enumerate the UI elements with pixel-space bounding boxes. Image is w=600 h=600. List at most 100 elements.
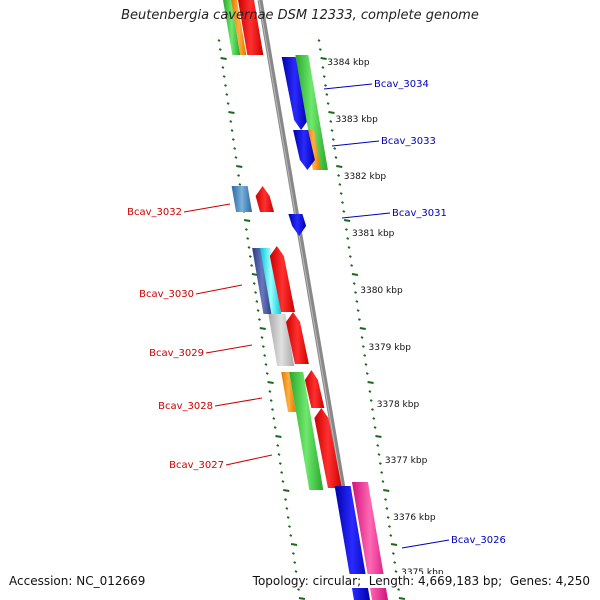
tick-right: [371, 408, 374, 411]
tick-left: [233, 147, 237, 150]
tick-right: [376, 444, 380, 447]
tick-right: [337, 174, 341, 177]
gene-label-reverse: Bcav_3028: [158, 401, 213, 412]
kbp-label: 3382 kbp: [344, 172, 387, 182]
gene-orange-3028: [281, 372, 297, 412]
tick-left: [294, 570, 298, 573]
tick-left: [217, 39, 221, 42]
tick-left: [263, 354, 267, 357]
tick-right: [333, 147, 337, 150]
tick-right: [375, 435, 382, 438]
tick-right: [318, 48, 322, 51]
tick-right: [384, 498, 388, 501]
length-value: 4,669,183 bp: [418, 574, 499, 588]
tick-right: [360, 336, 364, 339]
tick-right: [390, 543, 398, 546]
tick-left: [283, 489, 290, 492]
tick-right: [321, 66, 325, 69]
gene-bcav3032: [231, 186, 253, 212]
gene-bcav3033: [293, 130, 315, 170]
tick-left: [276, 444, 280, 447]
tick-left: [230, 129, 234, 132]
tick-right: [339, 192, 343, 195]
tick-right: [364, 363, 368, 366]
tick-left: [225, 93, 229, 96]
gene-features: [223, 0, 388, 600]
length-label: Length:: [368, 574, 415, 588]
gene-bcav3029: [268, 314, 295, 366]
tick-right: [363, 354, 367, 357]
tick-left: [254, 291, 257, 294]
kbp-label: 3383 kbp: [335, 115, 378, 125]
gene-label-reverse: Bcav_3030: [139, 289, 194, 300]
gene-red-3029: [286, 312, 309, 364]
tick-right: [331, 138, 335, 141]
tick-right: [330, 129, 334, 132]
leader-forward: [401, 539, 450, 549]
tick-left: [293, 561, 297, 564]
tick-right: [393, 561, 397, 564]
tick-left: [237, 174, 241, 177]
gene-green-3034: [295, 55, 328, 170]
kbp-label: 3378 kbp: [377, 400, 420, 410]
tick-right: [341, 201, 344, 204]
tick-left: [247, 246, 251, 249]
tick-right: [325, 93, 329, 96]
tick-left: [248, 255, 252, 258]
tick-left: [265, 372, 269, 375]
kbp-label: 3380 kbp: [360, 286, 403, 296]
tick-right: [356, 309, 360, 312]
leader-reverse: [195, 284, 243, 295]
tick-right: [347, 246, 351, 249]
tick-right: [385, 507, 389, 510]
topology-value: circular: [312, 574, 358, 588]
tick-left: [285, 507, 289, 510]
tick-left: [280, 471, 284, 474]
tick-left: [277, 453, 281, 456]
tick-right: [338, 183, 342, 186]
tick-left: [243, 219, 251, 222]
gene-label-forward: Bcav_3033: [381, 136, 436, 147]
tick-right: [361, 345, 365, 348]
tick-left: [284, 498, 288, 501]
genome-title: Beutenbergia cavernae DSM 12333, complet…: [121, 8, 479, 23]
tick-right: [367, 381, 374, 384]
tick-right: [351, 273, 359, 276]
tick-left: [289, 534, 293, 537]
tick-left: [261, 345, 265, 348]
tick-left: [250, 264, 254, 267]
genes-value: 4,250: [555, 574, 590, 588]
tick-left: [236, 165, 243, 168]
tick-left: [286, 516, 290, 519]
topology-label: Topology:: [252, 574, 309, 588]
tick-right: [388, 525, 391, 528]
gene-bcav3030: [269, 246, 296, 312]
tick-right: [380, 471, 384, 474]
tick-right: [336, 165, 343, 168]
accession-info: Accession: NC_012669: [9, 574, 146, 588]
kbp-label: 3375 kbp: [401, 568, 444, 578]
gene-pink-3026: [351, 482, 388, 600]
tick-right: [350, 264, 354, 267]
gene-label-forward: Bcav_3034: [374, 79, 429, 90]
tick-right: [365, 372, 369, 375]
tick-left: [273, 426, 277, 429]
accession-value: NC_012669: [76, 574, 146, 588]
tick-left: [267, 381, 274, 384]
tick-left: [297, 588, 301, 591]
tick-left: [244, 228, 248, 231]
tick-right: [348, 255, 352, 258]
leader-reverse: [183, 203, 231, 213]
tick-left: [298, 597, 306, 600]
tick-right: [373, 426, 377, 429]
gene-red-top: [238, 0, 264, 55]
tick-right: [343, 219, 351, 222]
gene-bcav3034: [281, 57, 309, 130]
tick-left: [221, 66, 225, 69]
leader-reverse: [225, 454, 273, 466]
gene-bcav3026: [334, 486, 370, 600]
tick-left: [229, 120, 233, 123]
tick-right: [358, 318, 361, 321]
gene-label-leaders: [183, 83, 450, 549]
